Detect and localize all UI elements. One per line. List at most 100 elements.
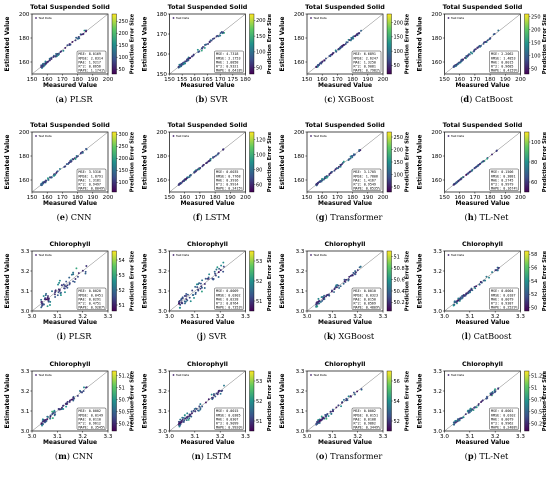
- x-tick-label: 3.3: [104, 434, 113, 440]
- y-tick-label: 3.0: [433, 309, 442, 315]
- data-point: [199, 167, 202, 169]
- chart-title: Chlorophyll: [324, 360, 365, 368]
- stats-line: MAPE: 0.6418%: [216, 69, 243, 73]
- data-point: [58, 289, 61, 292]
- stats-line: RMSE: 1.7806: [354, 174, 379, 178]
- data-point: [360, 388, 363, 391]
- y-tick-label: 160: [431, 178, 442, 184]
- panel-caption: (b) SVR: [195, 94, 228, 104]
- legend-marker: [310, 374, 312, 376]
- data-point: [190, 415, 193, 418]
- chart-title: Total Suspended Solid: [443, 121, 523, 129]
- data-point: [185, 177, 188, 180]
- data-point: [342, 43, 345, 46]
- y-tick-label: 180: [294, 36, 305, 42]
- stats-line: MAPE: 0.4159%: [491, 69, 518, 73]
- data-point: [80, 33, 83, 36]
- data-point: [198, 282, 201, 285]
- colorbar-tick-label: 100: [394, 49, 404, 55]
- data-point: [46, 305, 49, 308]
- data-point: [184, 302, 186, 305]
- stats-line: RMSE: 0.0151: [354, 413, 379, 417]
- data-point: [60, 284, 63, 287]
- data-point: [42, 62, 44, 65]
- stats-line: MAPE: 0.3545%: [79, 426, 106, 430]
- y-tick-label: 200: [294, 12, 305, 18]
- data-point: [47, 295, 49, 297]
- chart-panel-f: Total Suspended Solid Test Data MSE: 0.603…: [142, 121, 274, 222]
- data-point: [202, 45, 204, 48]
- stats-box: [214, 407, 244, 430]
- colorbar-tick-label: 53: [256, 379, 262, 385]
- data-point: [333, 169, 336, 172]
- colorbar-label: Prediction Error Size: [130, 370, 136, 431]
- data-point: [40, 298, 43, 301]
- data-point: [323, 59, 326, 62]
- legend-marker: [310, 17, 312, 19]
- colorbar-tick-label: 51: [256, 299, 262, 305]
- colorbar-label: Prediction Error Size: [405, 250, 411, 311]
- data-point: [40, 422, 43, 425]
- x-tick-label: 150: [439, 195, 450, 201]
- data-point: [201, 47, 204, 50]
- colorbar-tick-label: 53: [119, 273, 125, 279]
- colorbar-label: Prediction Error Size: [542, 370, 548, 431]
- data-point: [40, 183, 43, 185]
- colorbar-tick-label: 100: [531, 140, 541, 146]
- y-tick-label: 160: [156, 178, 167, 184]
- x-tick-label: 190: [500, 77, 511, 83]
- data-point: [460, 60, 463, 63]
- data-point: [194, 170, 197, 173]
- colorbar-label: Prediction Error Size: [130, 131, 136, 192]
- x-tick-label: 3.3: [241, 314, 250, 320]
- data-point: [333, 287, 336, 290]
- data-point: [316, 301, 319, 304]
- colorbar-tick-label: 300: [119, 132, 129, 138]
- stats-line: MAPE: 0.9287%: [79, 306, 106, 310]
- chart-title: Chlorophyll: [324, 240, 365, 248]
- y-tick-label: 170: [156, 32, 167, 38]
- data-point: [185, 60, 188, 63]
- data-point: [323, 298, 326, 300]
- data-point: [40, 301, 43, 303]
- y-tick-label: 3.3: [296, 249, 305, 255]
- data-point: [329, 55, 332, 58]
- data-point: [478, 283, 481, 286]
- stats-line: R^2: 0.8764: [216, 302, 238, 306]
- colorbar-tick-label: 50.6: [394, 277, 405, 283]
- data-point: [72, 396, 75, 399]
- data-point: [213, 37, 216, 40]
- identity-line: [169, 250, 246, 312]
- legend-marker: [447, 254, 450, 256]
- data-point: [216, 266, 219, 269]
- data-point: [203, 46, 206, 49]
- stats-line: MSE: 0.0002: [354, 409, 376, 413]
- colorbar-tick-label: 52: [256, 279, 262, 285]
- data-point: [471, 169, 473, 172]
- data-point: [339, 285, 342, 288]
- colorbar: [524, 13, 530, 75]
- data-point: [329, 410, 332, 413]
- legend-marker: [447, 17, 450, 19]
- data-point: [339, 165, 342, 168]
- chart-title: Chlorophyll: [462, 240, 503, 248]
- y-tick-label: 160: [19, 178, 30, 184]
- y-tick-label: 160: [431, 60, 442, 66]
- data-point: [76, 394, 79, 397]
- colorbar-tick-label: 54: [531, 279, 537, 285]
- data-point: [193, 408, 196, 410]
- y-tick-label: 160: [156, 52, 167, 58]
- x-tick-label: 160: [189, 77, 200, 83]
- colorbar-tick-label: 150: [119, 43, 129, 49]
- data-point: [53, 174, 55, 177]
- colorbar-tick-label: 52: [256, 399, 262, 405]
- data-point: [62, 283, 65, 286]
- stats-line: MSE: 0.1506: [491, 170, 513, 174]
- colorbar-tick-label: 150: [119, 168, 129, 174]
- stats-line: R^2: 0.8656: [79, 65, 101, 69]
- stats-line: MAPE: 0.2529%: [491, 306, 518, 310]
- data-point: [67, 163, 70, 165]
- data-point: [177, 183, 180, 186]
- colorbar-tick-label: 250: [394, 135, 404, 141]
- data-point: [318, 62, 321, 65]
